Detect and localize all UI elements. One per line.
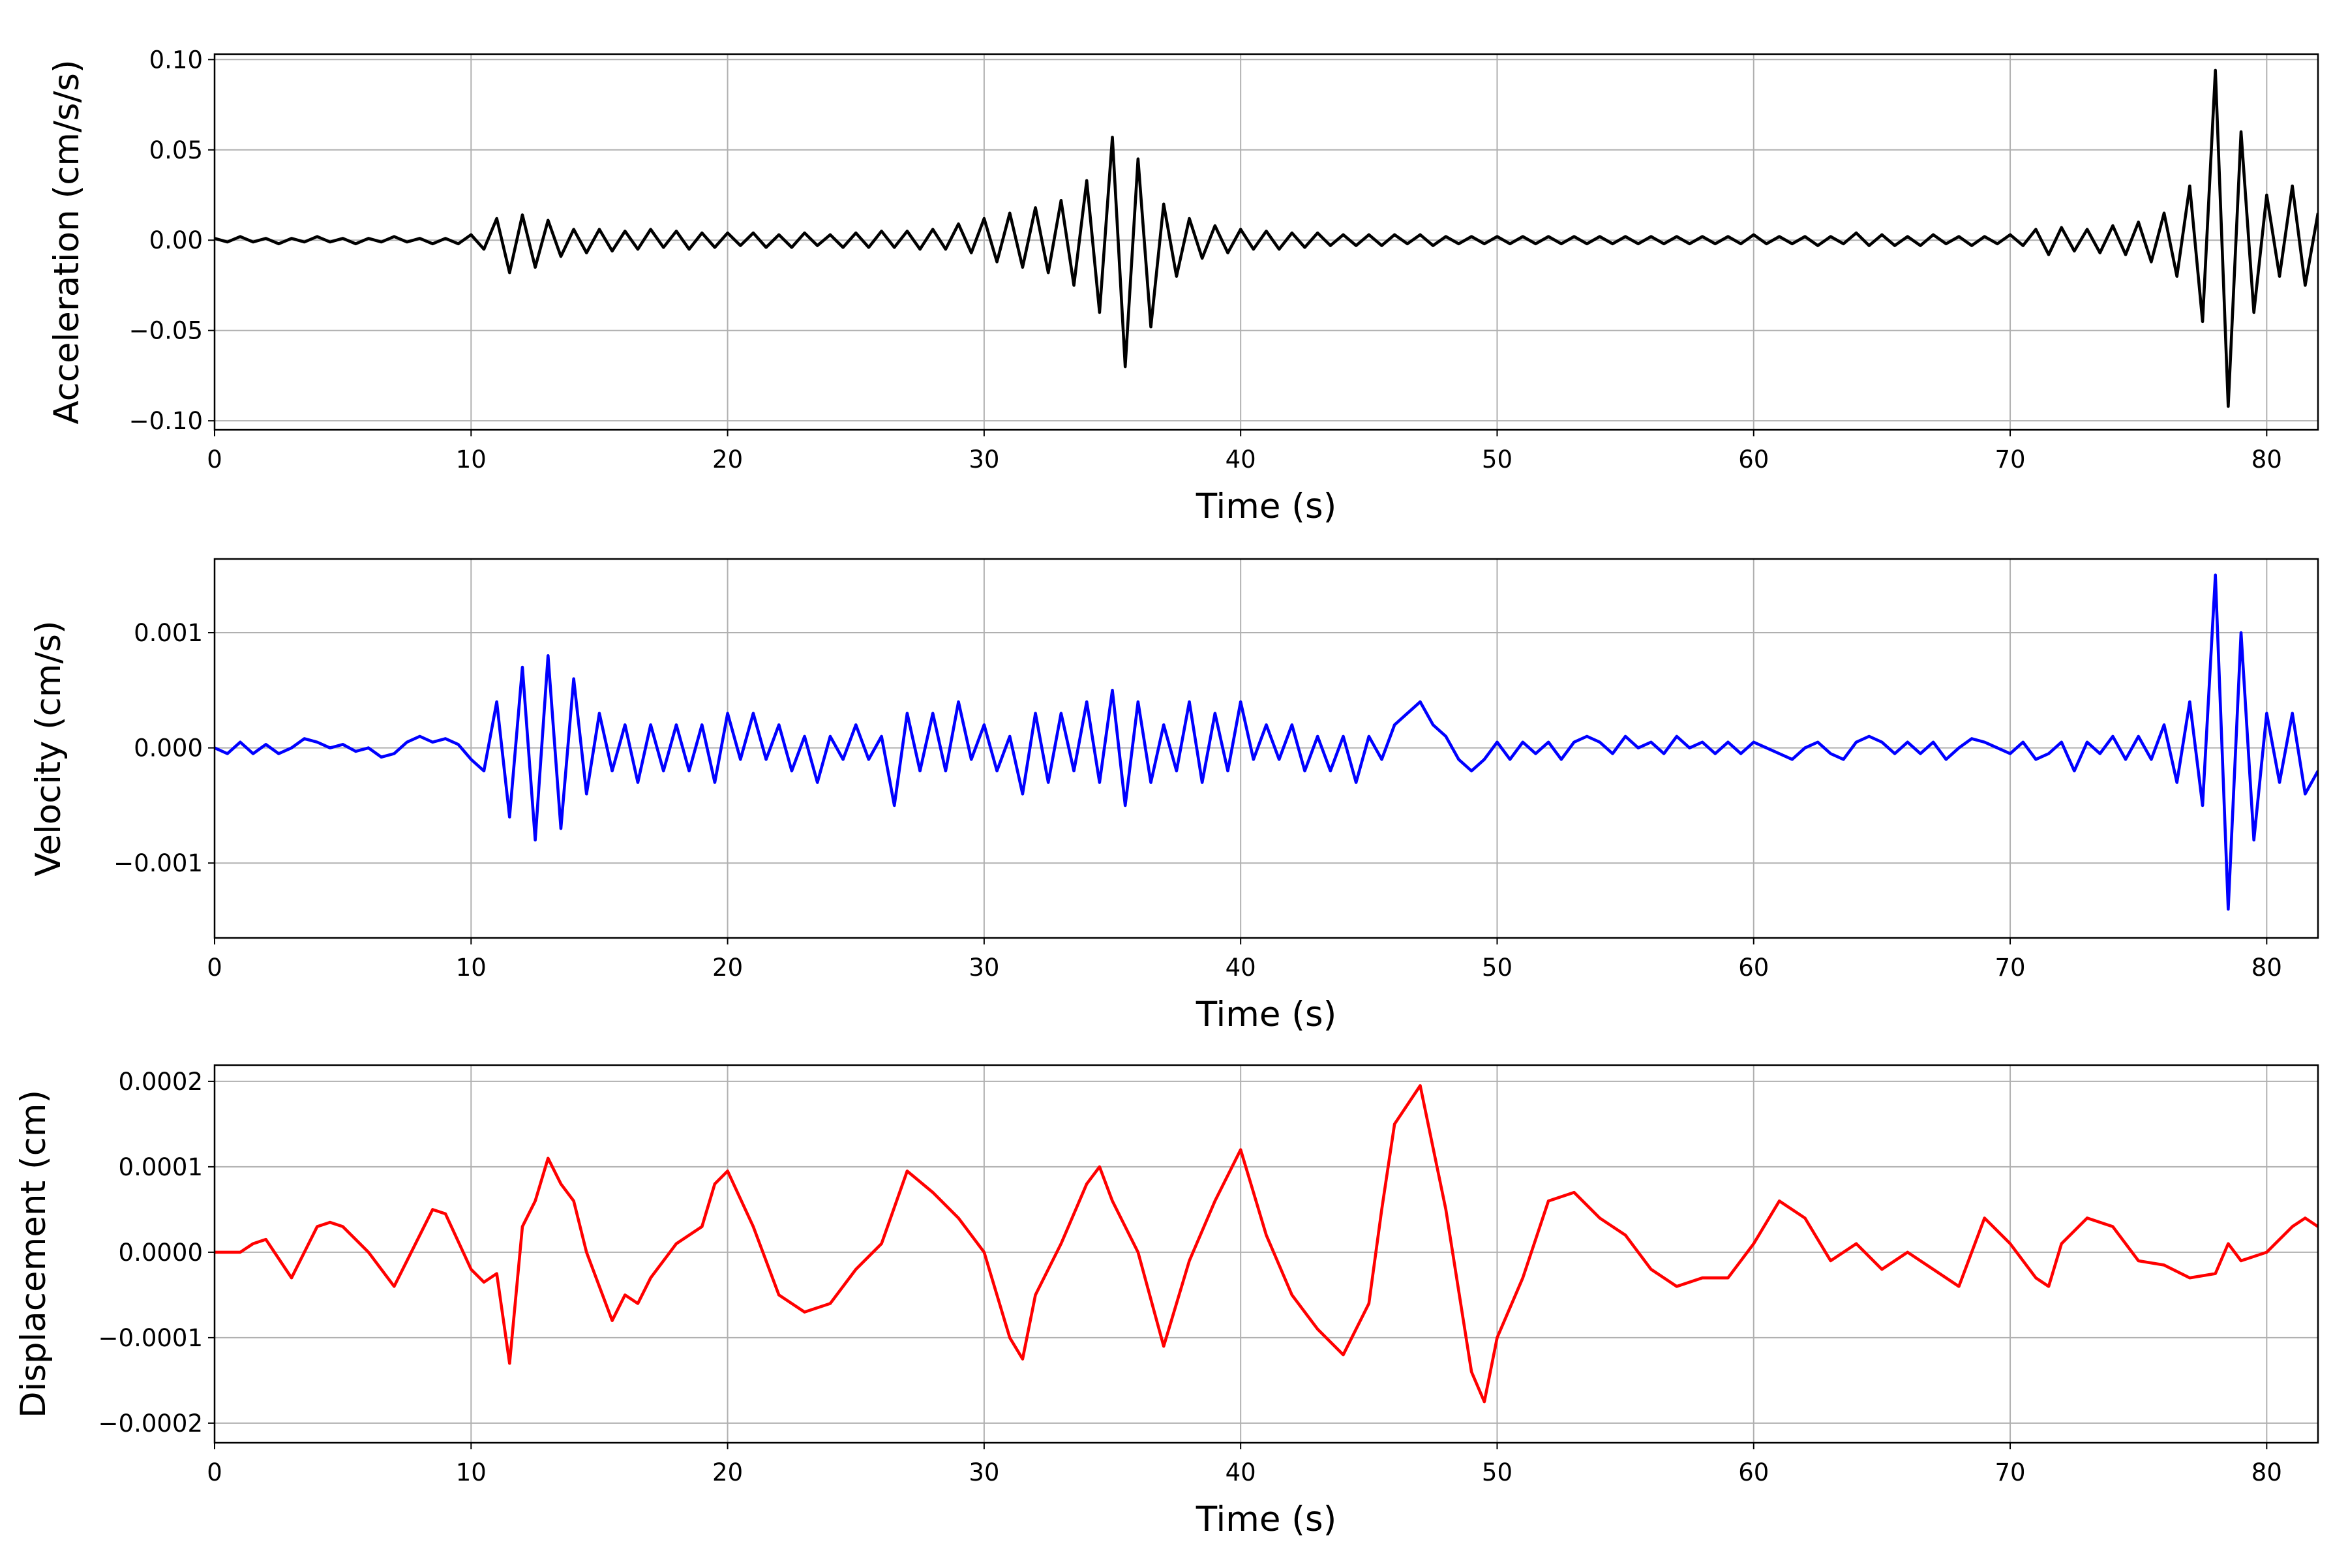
x-tick-label: 0 [207, 445, 222, 474]
data-line [215, 68, 2318, 408]
x-tick-label: 70 [1995, 1458, 2026, 1486]
x-tick-label: 40 [1226, 445, 1256, 474]
x-tick-label: 80 [2251, 445, 2282, 474]
y-tick-label: −0.10 [129, 407, 203, 435]
x-tick-label: 30 [969, 954, 999, 982]
y-axis-label: Velocity (cm/s) [29, 620, 68, 876]
x-tick-label: 40 [1226, 1458, 1256, 1486]
x-tick-label: 70 [1995, 954, 2026, 982]
x-tick-label: 60 [1738, 445, 1769, 474]
y-tick-label: −0.05 [129, 317, 203, 345]
x-axis-label: Time (s) [1196, 995, 1337, 1034]
x-tick-label: 20 [712, 954, 743, 982]
x-tick-label: 0 [207, 1458, 222, 1486]
x-tick-label: 50 [1482, 954, 1513, 982]
x-tick-label: 40 [1226, 954, 1256, 982]
y-tick-label: 0.05 [149, 136, 203, 164]
y-tick-label: 0.0000 [119, 1239, 203, 1267]
x-tick-label: 30 [969, 445, 999, 474]
x-tick-label: 0 [207, 954, 222, 982]
x-tick-label: 10 [456, 954, 487, 982]
y-tick-label: 0.0001 [119, 1153, 203, 1181]
x-tick-label: 30 [969, 1458, 999, 1486]
x-tick-label: 60 [1738, 954, 1769, 982]
y-tick-label: −0.0001 [98, 1324, 203, 1352]
y-tick-label: 0.0002 [119, 1068, 203, 1096]
y-tick-label: 0.00 [149, 226, 203, 254]
y-tick-label: −0.0002 [98, 1410, 203, 1438]
y-tick-label: 0.000 [134, 734, 203, 762]
x-tick-label: 50 [1482, 445, 1513, 474]
y-tick-label: −0.001 [113, 849, 203, 877]
data-line [215, 573, 2318, 911]
x-tick-label: 20 [712, 1458, 743, 1486]
x-tick-label: 20 [712, 445, 743, 474]
x-tick-label: 60 [1738, 1458, 1769, 1486]
x-tick-label: 50 [1482, 1458, 1513, 1486]
x-tick-label: 80 [2251, 1458, 2282, 1486]
subplot: 0 10 20 30 40 50 60 70 80 0.001 0.000 −0.001 Time (s… [29, 558, 2319, 1034]
y-axis-label: Acceleration (cm/s/s) [47, 59, 87, 424]
x-axis-label: Time (s) [1196, 487, 1337, 526]
axes-frame [213, 1064, 2319, 1444]
x-tick-label: 10 [456, 445, 487, 474]
x-tick-label: 80 [2251, 954, 2282, 982]
y-axis-label: Displacement (cm) [14, 1090, 53, 1418]
axes-frame [213, 53, 2319, 431]
x-tick-label: 70 [1995, 445, 2026, 474]
subplot: 0 10 20 30 40 50 60 70 80 0.10 0.05 0.00 −0.05 −0.10 T… [47, 46, 2319, 526]
y-tick-label: 0.001 [134, 619, 203, 647]
data-line [215, 1084, 2318, 1404]
x-tick-label: 10 [456, 1458, 487, 1486]
x-axis-label: Time (s) [1196, 1500, 1337, 1539]
y-tick-label: 0.10 [149, 46, 203, 74]
subplot: 0 10 20 30 40 50 60 70 80 0.0002 0.0001 0.0000 −0.00… [14, 1064, 2319, 1539]
